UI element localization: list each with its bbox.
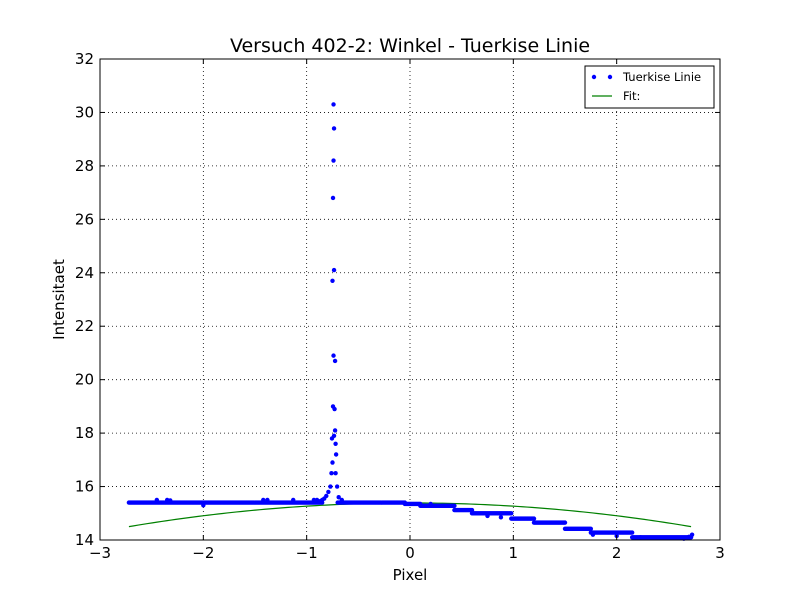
data-point xyxy=(332,358,338,364)
x-axis-label: Pixel xyxy=(393,566,428,584)
x-tick-label: −1 xyxy=(296,544,318,562)
chart-title: Versuch 402-2: Winkel - Tuerkise Linie xyxy=(230,35,590,57)
data-point xyxy=(562,520,568,525)
data-point xyxy=(330,195,336,201)
y-tick-label: 24 xyxy=(75,264,94,282)
data-point xyxy=(590,532,596,537)
x-tick-label: −2 xyxy=(192,544,214,562)
data-point xyxy=(689,532,695,537)
data-point xyxy=(324,493,329,499)
grid xyxy=(100,59,720,540)
data-point xyxy=(328,484,333,489)
y-tick-label: 32 xyxy=(75,50,94,68)
data-point xyxy=(311,497,317,503)
data-point xyxy=(334,484,340,489)
y-tick-label: 22 xyxy=(75,317,94,335)
legend-marker xyxy=(591,74,597,80)
y-tick-label: 30 xyxy=(75,103,94,121)
data-point xyxy=(333,441,338,446)
y-tick-label: 16 xyxy=(75,478,94,496)
data-point xyxy=(333,470,338,476)
data-point xyxy=(339,497,344,503)
data-point xyxy=(291,497,296,503)
legend-label: Tuerkise Linie xyxy=(622,70,701,84)
data-point xyxy=(331,158,336,163)
data-series xyxy=(126,102,695,541)
data-point xyxy=(330,278,335,283)
data-point xyxy=(452,503,457,508)
data-point xyxy=(336,495,341,500)
x-tick-label: 0 xyxy=(405,544,415,562)
legend-label: Fit: xyxy=(623,89,640,103)
legend-marker xyxy=(607,74,613,80)
data-point xyxy=(326,489,331,495)
data-point xyxy=(428,501,433,507)
legend: Tuerkise Linie Fit: xyxy=(584,65,715,109)
data-point xyxy=(498,515,504,520)
x-tick-label: 1 xyxy=(509,544,519,562)
data-point xyxy=(201,503,206,508)
data-point xyxy=(168,498,173,503)
data-point xyxy=(686,534,692,539)
x-tick-label: 3 xyxy=(715,544,725,562)
data-point xyxy=(331,433,337,438)
data-point xyxy=(265,497,270,503)
y-tick-label: 14 xyxy=(75,531,94,549)
data-point xyxy=(333,452,339,457)
data-point xyxy=(638,535,643,540)
data-point xyxy=(331,353,336,358)
data-point xyxy=(331,126,337,131)
data-point xyxy=(314,497,320,503)
data-point xyxy=(330,460,335,465)
x-tick-label: −3 xyxy=(89,544,111,562)
data-point xyxy=(629,530,635,535)
data-point xyxy=(332,406,337,412)
data-point xyxy=(329,470,334,476)
y-axis-label: Intensitaet xyxy=(50,259,68,340)
y-tick-label: 20 xyxy=(75,371,94,389)
data-point xyxy=(332,428,338,433)
y-tick-label: 28 xyxy=(75,157,94,175)
data-point xyxy=(154,497,160,503)
data-point xyxy=(331,267,337,273)
legend-box xyxy=(584,65,715,109)
x-tick-label: 2 xyxy=(612,544,622,562)
axis-ticks: −3 −2 −1 0 1 2 3 14 16 18 20 22 24 26 28 30 32 xyxy=(75,50,725,562)
data-point xyxy=(588,526,594,531)
data-point xyxy=(509,511,514,516)
y-tick-label: 26 xyxy=(75,210,94,228)
y-tick-label: 18 xyxy=(75,424,94,442)
data-point xyxy=(261,497,266,503)
data-point xyxy=(485,513,490,519)
data-point xyxy=(531,516,537,521)
data-point xyxy=(331,102,336,107)
